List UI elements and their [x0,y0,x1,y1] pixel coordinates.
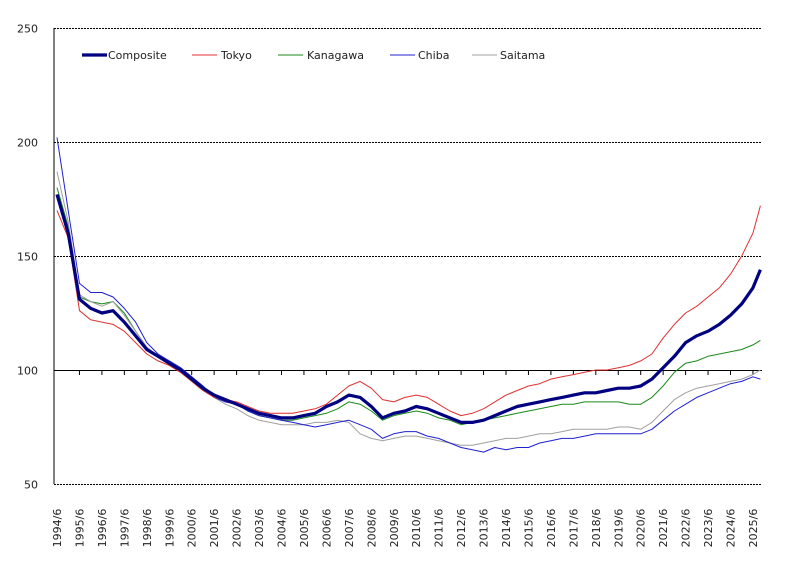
x-tick-label: 2020/6 [635,509,648,548]
x-tick-label: 2022/6 [680,509,693,548]
x-tick-label: 2009/6 [388,509,401,548]
series-line-composite [55,193,762,424]
x-tick-label: 1996/6 [96,509,109,548]
x-tick-label: 2008/6 [365,509,378,548]
x-tick-label: 2014/6 [500,509,513,548]
x-tick-label: 2023/6 [702,509,715,548]
x-tick-label: 2012/6 [455,509,468,548]
legend-label-composite: Composite [108,49,167,62]
x-tick-label: 2016/6 [545,509,558,548]
x-tick-label: 2025/6 [747,509,760,548]
x-tick-label: 2024/6 [725,509,738,548]
x-tick-label: 2000/6 [186,509,199,548]
x-tick-label: 2011/6 [433,509,446,548]
x-tick-label: 2019/6 [612,509,625,548]
x-tick-label: 2006/6 [320,509,333,548]
x-tick-label: 1995/6 [73,509,86,548]
x-axis-tick-labels: 1994/6 1995/6 1996/6 1997/6 1998/6 1999/6 2000… [51,509,760,548]
y-axis-tick-labels: 50 100 150 200 250 [17,23,38,492]
x-tick-label: 2010/6 [410,509,423,548]
x-tick-label: 1997/6 [118,509,131,548]
series-line-chiba [56,137,761,453]
y-tick-label: 250 [17,23,38,36]
series-line-saitama [56,171,761,446]
x-tick-label: 1994/6 [51,509,64,548]
legend-label-chiba: Chiba [418,49,449,62]
y-tick-label: 100 [17,365,38,378]
x-tick-label: 1998/6 [141,509,154,548]
y-tick-label: 50 [24,479,38,492]
x-tick-label: 2021/6 [657,509,670,548]
y-tick-label: 150 [17,251,38,264]
legend-label-kanagawa: Kanagawa [307,49,364,62]
y-tick-label: 200 [17,137,38,150]
x-tick-label: 2005/6 [298,509,311,548]
x-tick-label: 2001/6 [208,509,221,548]
x-tick-label: 2003/6 [253,509,266,548]
x-tick-label: 2007/6 [343,509,356,548]
legend-label-saitama: Saitama [500,49,545,62]
x-tick-label: 2004/6 [276,509,289,548]
x-tick-label: 2002/6 [231,509,244,548]
x-tick-label: 2013/6 [478,509,491,548]
x-tick-label: 1999/6 [163,509,176,548]
gridlines [53,28,762,485]
legend-label-tokyo: Tokyo [220,49,252,62]
x-tick-label: 2018/6 [590,509,603,548]
series-line-tokyo [56,205,761,417]
legend: Composite Tokyo Kanagawa Chiba Saitama [82,49,545,62]
series-line-kanagawa [56,187,761,426]
series-lines [55,137,762,453]
x-tick-label: 2015/6 [522,509,535,548]
x-tick-label: 2017/6 [567,509,580,548]
